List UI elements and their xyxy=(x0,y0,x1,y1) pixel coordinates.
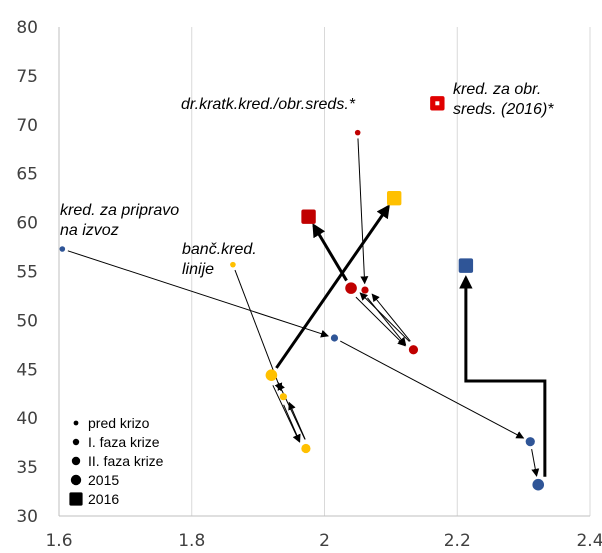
y-tick-label: 30 xyxy=(16,507,38,527)
trend-arrow xyxy=(531,449,540,477)
y-tick-label: 60 xyxy=(16,214,38,234)
y-tick-label: 65 xyxy=(16,165,38,185)
legend-label: pred krizo xyxy=(88,415,150,431)
y-tick-label: 40 xyxy=(16,409,38,429)
point-2015 xyxy=(345,282,357,294)
trend-arrow xyxy=(367,297,407,346)
point-ii-faza-krize xyxy=(525,437,535,447)
trend-arrow-thick xyxy=(312,223,348,282)
legend-label: 2016 xyxy=(88,491,119,507)
y-tick-label: 35 xyxy=(16,458,38,478)
annotation-label: kred. za obr. sreds. (2016)* xyxy=(453,81,554,118)
legend-marker-dot xyxy=(70,474,82,486)
axes: 30 35 40 45 50 55 60 65 70 75 80 1.6 1.8 2 2.2 2.4 xyxy=(16,18,602,551)
y-tick-label: 75 xyxy=(16,67,38,87)
trend-arrow xyxy=(67,250,329,338)
point-ii-faza-krize xyxy=(301,443,311,454)
data-points xyxy=(59,96,545,491)
y-tick-label: 80 xyxy=(16,18,38,38)
point-i-faza-krize xyxy=(330,334,339,342)
point-marker-inner xyxy=(435,101,440,106)
point-i-faza-krize xyxy=(279,393,287,401)
x-tick-label: 1.6 xyxy=(45,531,72,551)
point-pred-krizo xyxy=(59,246,66,252)
y-tick-label: 55 xyxy=(16,263,38,283)
point-2015 xyxy=(532,478,545,491)
annotation-line: na izvoz xyxy=(60,222,119,239)
point-pred-krizo xyxy=(354,129,361,136)
annotation-line: sreds. (2016)* xyxy=(453,101,554,118)
annotation-line: banč.kred. xyxy=(182,241,257,258)
legend-label: 2015 xyxy=(88,472,119,488)
point-ii-faza-krize xyxy=(408,345,419,355)
legend-marker-square xyxy=(69,492,83,506)
trajectory-arrows xyxy=(67,138,547,477)
trend-arrow-thick xyxy=(275,204,390,369)
trend-arrow-elbow xyxy=(459,275,547,477)
trend-arrow xyxy=(371,293,411,342)
y-tick-label: 45 xyxy=(16,360,38,380)
point-2016 xyxy=(386,190,402,206)
annotation-label: dr.kratk.kred./obr.sreds.* xyxy=(181,96,356,113)
y-tick-label: 70 xyxy=(16,116,38,136)
y-tick-label: 50 xyxy=(16,311,38,331)
x-tick-label: 2.4 xyxy=(576,531,602,551)
x-tick-label: 2.2 xyxy=(444,531,471,551)
legend: pred krizo I. faza krize II. faza krize 201… xyxy=(69,415,164,507)
trend-arrow xyxy=(277,382,306,440)
trend-arrow xyxy=(355,296,406,347)
annotation-line: kred. za pripravo xyxy=(60,202,179,219)
annotation-line: dr.kratk.kred./obr.sreds.* xyxy=(181,96,356,113)
legend-marker-dot xyxy=(73,420,79,426)
point-2016 xyxy=(458,258,474,273)
trend-arrow xyxy=(340,340,525,439)
x-tick-label: 2 xyxy=(319,531,330,551)
legend-label: II. faza krize xyxy=(88,453,164,469)
trend-arrow xyxy=(357,138,369,285)
x-tick-label: 1.8 xyxy=(178,531,205,551)
trend-arrow xyxy=(359,292,410,342)
legend-marker-dot xyxy=(72,438,80,446)
annotation-label: banč.kred. linije xyxy=(182,241,257,278)
trend-arrow xyxy=(272,385,301,443)
annotation-line: kred. za obr. xyxy=(453,81,541,98)
point-i-faza-krize xyxy=(361,286,369,294)
legend-marker-dot xyxy=(71,456,81,466)
point-pred-krizo xyxy=(230,261,236,268)
annotations: dr.kratk.kred./obr.sreds.* kred. za obr. s… xyxy=(60,81,554,278)
point-2016 xyxy=(301,209,316,224)
annotation-label: kred. za pripravo na izvoz xyxy=(60,202,179,239)
legend-label: I. faza krize xyxy=(88,434,160,450)
point-2015 xyxy=(265,369,278,381)
annotation-line: linije xyxy=(182,261,214,278)
